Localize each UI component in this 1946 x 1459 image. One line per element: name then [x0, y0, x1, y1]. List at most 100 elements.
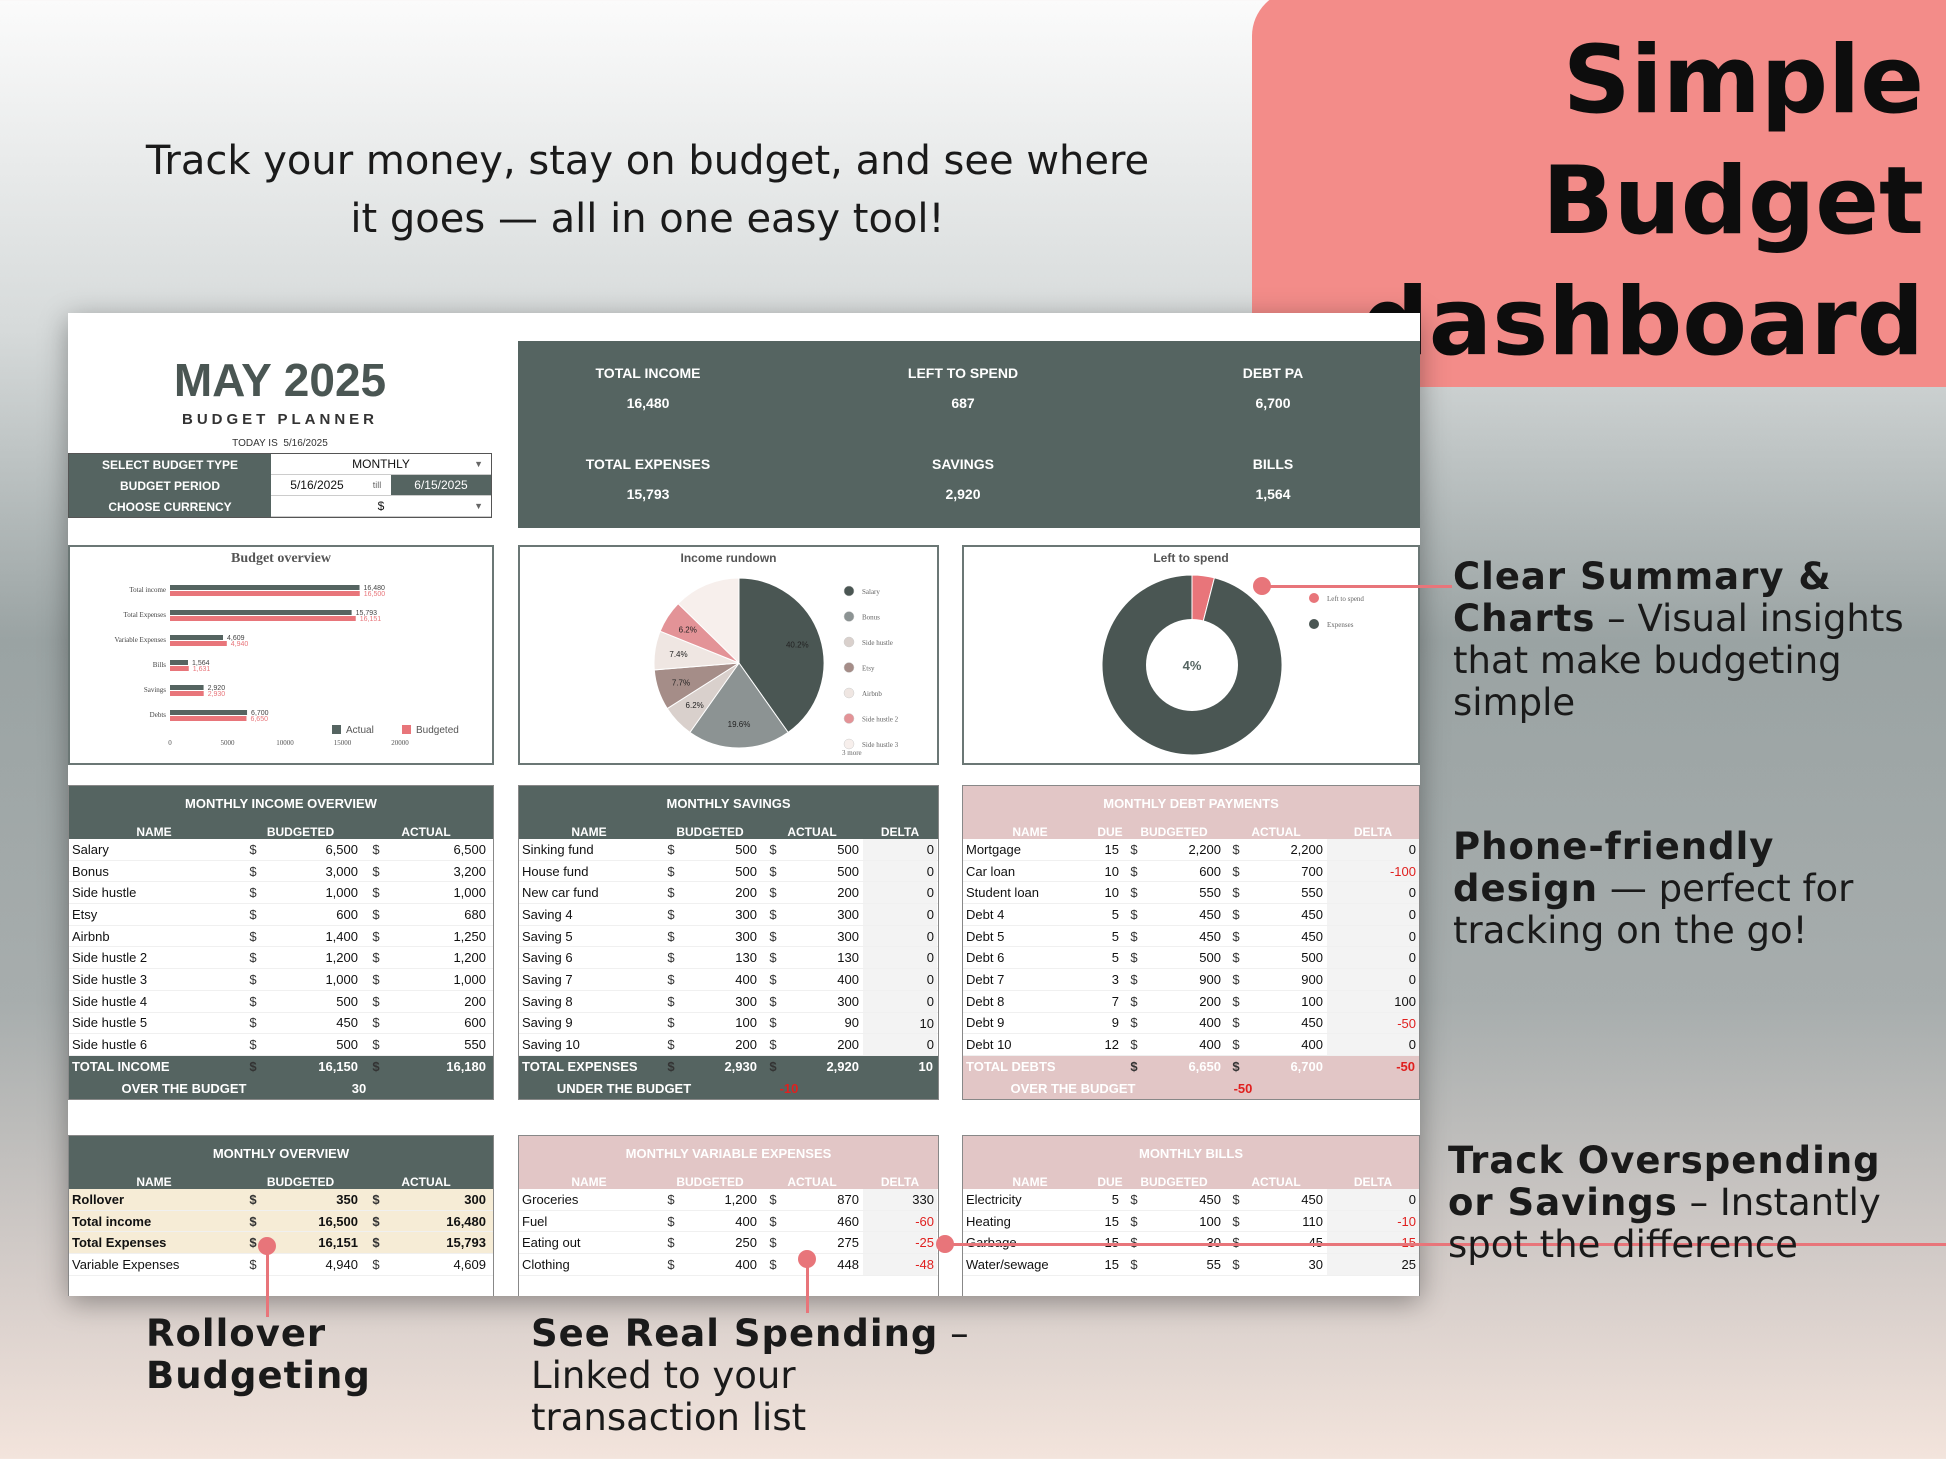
bar-budgeted — [170, 691, 204, 696]
table-row[interactable]: Student loan 10 $550 $550 0 — [963, 882, 1419, 905]
legend-label: Bonus — [862, 614, 880, 622]
row-budgeted: 1,000 — [325, 885, 358, 901]
currency-sign: $ — [1232, 1256, 1240, 1272]
table-row[interactable]: Side hustle 4 $500 $200 — [69, 991, 493, 1013]
table-row[interactable]: Salary $6,500 $6,500 — [69, 839, 493, 861]
kpi-value: 16,480 — [626, 395, 670, 411]
legend-label: Etsy — [862, 665, 875, 673]
table-row[interactable]: Debt 4 5 $450 $450 0 — [963, 904, 1419, 926]
table-row[interactable]: Airbnb $1,400 $1,250 — [69, 926, 493, 948]
currency-sign: $ — [249, 1256, 257, 1272]
row-name: Heating — [966, 1213, 1011, 1229]
table-row[interactable]: Debt 7 3 $900 $900 0 — [963, 969, 1419, 991]
row-actual: 45 — [1247, 1235, 1327, 1250]
currency-sign: $ — [372, 1191, 380, 1207]
budget-type-select[interactable]: MONTHLY ▼ — [271, 454, 491, 475]
table-row[interactable]: Debt 9 9 $400 $450 -50 — [963, 1012, 1419, 1035]
table-row[interactable]: Eating out $250 $275 -25 — [519, 1232, 938, 1255]
row-name: Side hustle 2 — [72, 950, 148, 966]
table-row[interactable]: Mortgage 15 $2,200 $2,200 0 — [963, 839, 1419, 861]
period-start-input[interactable]: 5/16/2025 — [290, 478, 344, 492]
table-row[interactable]: House fund $500 $500 0 — [519, 860, 938, 883]
table-row[interactable]: Groceries $1,200 $870 330 — [519, 1189, 938, 1211]
total-cell: 6,700 — [1290, 1059, 1323, 1075]
row-actual: 100 — [1301, 993, 1323, 1009]
table-row[interactable]: Side hustle 5 $450 $600 — [69, 1013, 493, 1035]
table-row[interactable]: Total Expenses $16,151 $15,793 — [69, 1232, 493, 1255]
row-budgeted: 4,940 — [325, 1256, 358, 1272]
row-budgeted: 300 — [735, 993, 757, 1009]
bar-budgeted — [170, 591, 360, 596]
value-label-budgeted: 4,940 — [231, 641, 249, 648]
x-tick-label: 5000 — [221, 739, 236, 747]
currency-select[interactable]: $ ▼ — [271, 496, 491, 517]
table-row[interactable]: Heating 15 $100 $110 -10 — [963, 1210, 1419, 1233]
row-actual: 400 — [1301, 1037, 1323, 1053]
chart-title: Left to spend — [1153, 551, 1229, 565]
row-delta: 0 — [1327, 969, 1419, 990]
donut-center-label: 4% — [1183, 658, 1202, 673]
value-label-actual: 2,920 — [208, 685, 226, 692]
budget-type-value: MONTHLY — [352, 457, 410, 471]
row-budgeted: 350 — [336, 1191, 358, 1207]
currency-sign: $ — [1232, 928, 1240, 944]
table-row[interactable]: Saving 7 $400 $400 0 — [519, 969, 938, 991]
kpi-value: 6,700 — [1255, 395, 1291, 411]
currency-sign: $ — [1130, 1191, 1138, 1207]
row-budgeted: 16,151 — [318, 1235, 358, 1251]
row-actual: 448 — [837, 1256, 859, 1272]
row-due: 10 — [1104, 863, 1119, 879]
kpi-label: TOTAL EXPENSES — [585, 456, 711, 472]
period-end-input[interactable]: 6/15/2025 — [391, 475, 491, 495]
table-row[interactable]: Side hustle 6 $500 $550 — [69, 1034, 493, 1056]
value-label-actual: 6,700 — [251, 710, 269, 717]
table-row[interactable]: Saving 10 $200 $200 0 — [519, 1034, 938, 1056]
table-row[interactable]: Side hustle 2 $1,200 $1,200 — [69, 947, 493, 970]
currency-sign: $ — [1130, 950, 1138, 966]
table-row[interactable]: New car fund $200 $200 0 — [519, 882, 938, 905]
table-row[interactable]: Electricity 5 $450 $450 0 — [963, 1189, 1419, 1211]
column-header: ACTUAL — [787, 825, 837, 839]
table-row[interactable]: Clothing $400 $448 -48 — [519, 1254, 938, 1276]
table-row[interactable]: Fuel $400 $460 -60 — [519, 1210, 938, 1233]
rollover-leader-dot — [258, 1237, 276, 1255]
table-row[interactable]: Side hustle $1,000 $1,000 — [69, 882, 493, 905]
currency-sign: $ — [769, 993, 777, 1009]
table-row[interactable]: Side hustle 3 $1,000 $1,000 — [69, 969, 493, 991]
table-row[interactable]: Debt 6 5 $500 $500 0 — [963, 947, 1419, 970]
table-row[interactable]: Sinking fund $500 $500 0 — [519, 839, 938, 861]
table-row[interactable]: Total income $16,500 $16,480 — [69, 1210, 493, 1233]
row-budgeted: 100 — [1199, 1213, 1221, 1229]
legend-label: Side hustle 3 — [862, 741, 899, 749]
row-name: Debt 6 — [966, 950, 1005, 966]
table-row[interactable]: Saving 6 $130 $130 0 — [519, 947, 938, 970]
table-row[interactable]: Bonus $3,000 $3,200 — [69, 861, 493, 883]
table-row[interactable]: Variable Expenses $4,940 $4,609 — [69, 1254, 493, 1276]
row-delta: 0 — [1327, 839, 1419, 860]
table-row[interactable]: Debt 10 12 $400 $400 0 — [963, 1034, 1419, 1056]
currency-sign: $ — [1130, 885, 1138, 901]
table-row[interactable]: Saving 5 $300 $300 0 — [519, 925, 938, 948]
pie-slice — [689, 662, 789, 749]
row-actual: 550 — [464, 1037, 486, 1053]
column-header: NAME — [136, 825, 172, 839]
slice-label: 6.2% — [686, 701, 704, 710]
table-row[interactable]: Saving 9 $100 $90 10 — [519, 1012, 938, 1035]
table-row[interactable]: Saving 4 $300 $300 0 — [519, 904, 938, 926]
row-delta: 0 — [1327, 947, 1419, 969]
table-row[interactable]: Water/sewage 15 $55 $30 25 — [963, 1254, 1419, 1276]
row-name: Saving 8 — [522, 993, 573, 1009]
table-row[interactable]: Debt 8 7 $200 $100 100 — [963, 990, 1419, 1013]
table-row[interactable]: Saving 8 $300 $300 0 — [519, 990, 938, 1013]
table-row[interactable]: Car loan 10 $600 $700 -100 — [963, 860, 1419, 883]
slice-label: 6.2% — [679, 626, 697, 635]
kpi-label: LEFT TO SPEND — [907, 365, 1019, 381]
slice-label: 7.4% — [669, 650, 687, 659]
row-due: 15 — [1104, 1213, 1119, 1229]
table-row[interactable]: Garbage15$30$45-15 — [963, 1232, 1419, 1255]
kpi-label: BILLS — [1252, 456, 1294, 472]
row-due: 5 — [1111, 1191, 1119, 1207]
table-row[interactable]: Rollover $350 $300 — [69, 1189, 493, 1211]
table-row[interactable]: Etsy $600 $680 — [69, 904, 493, 926]
table-row[interactable]: Debt 5 5 $450 $450 0 — [963, 925, 1419, 948]
